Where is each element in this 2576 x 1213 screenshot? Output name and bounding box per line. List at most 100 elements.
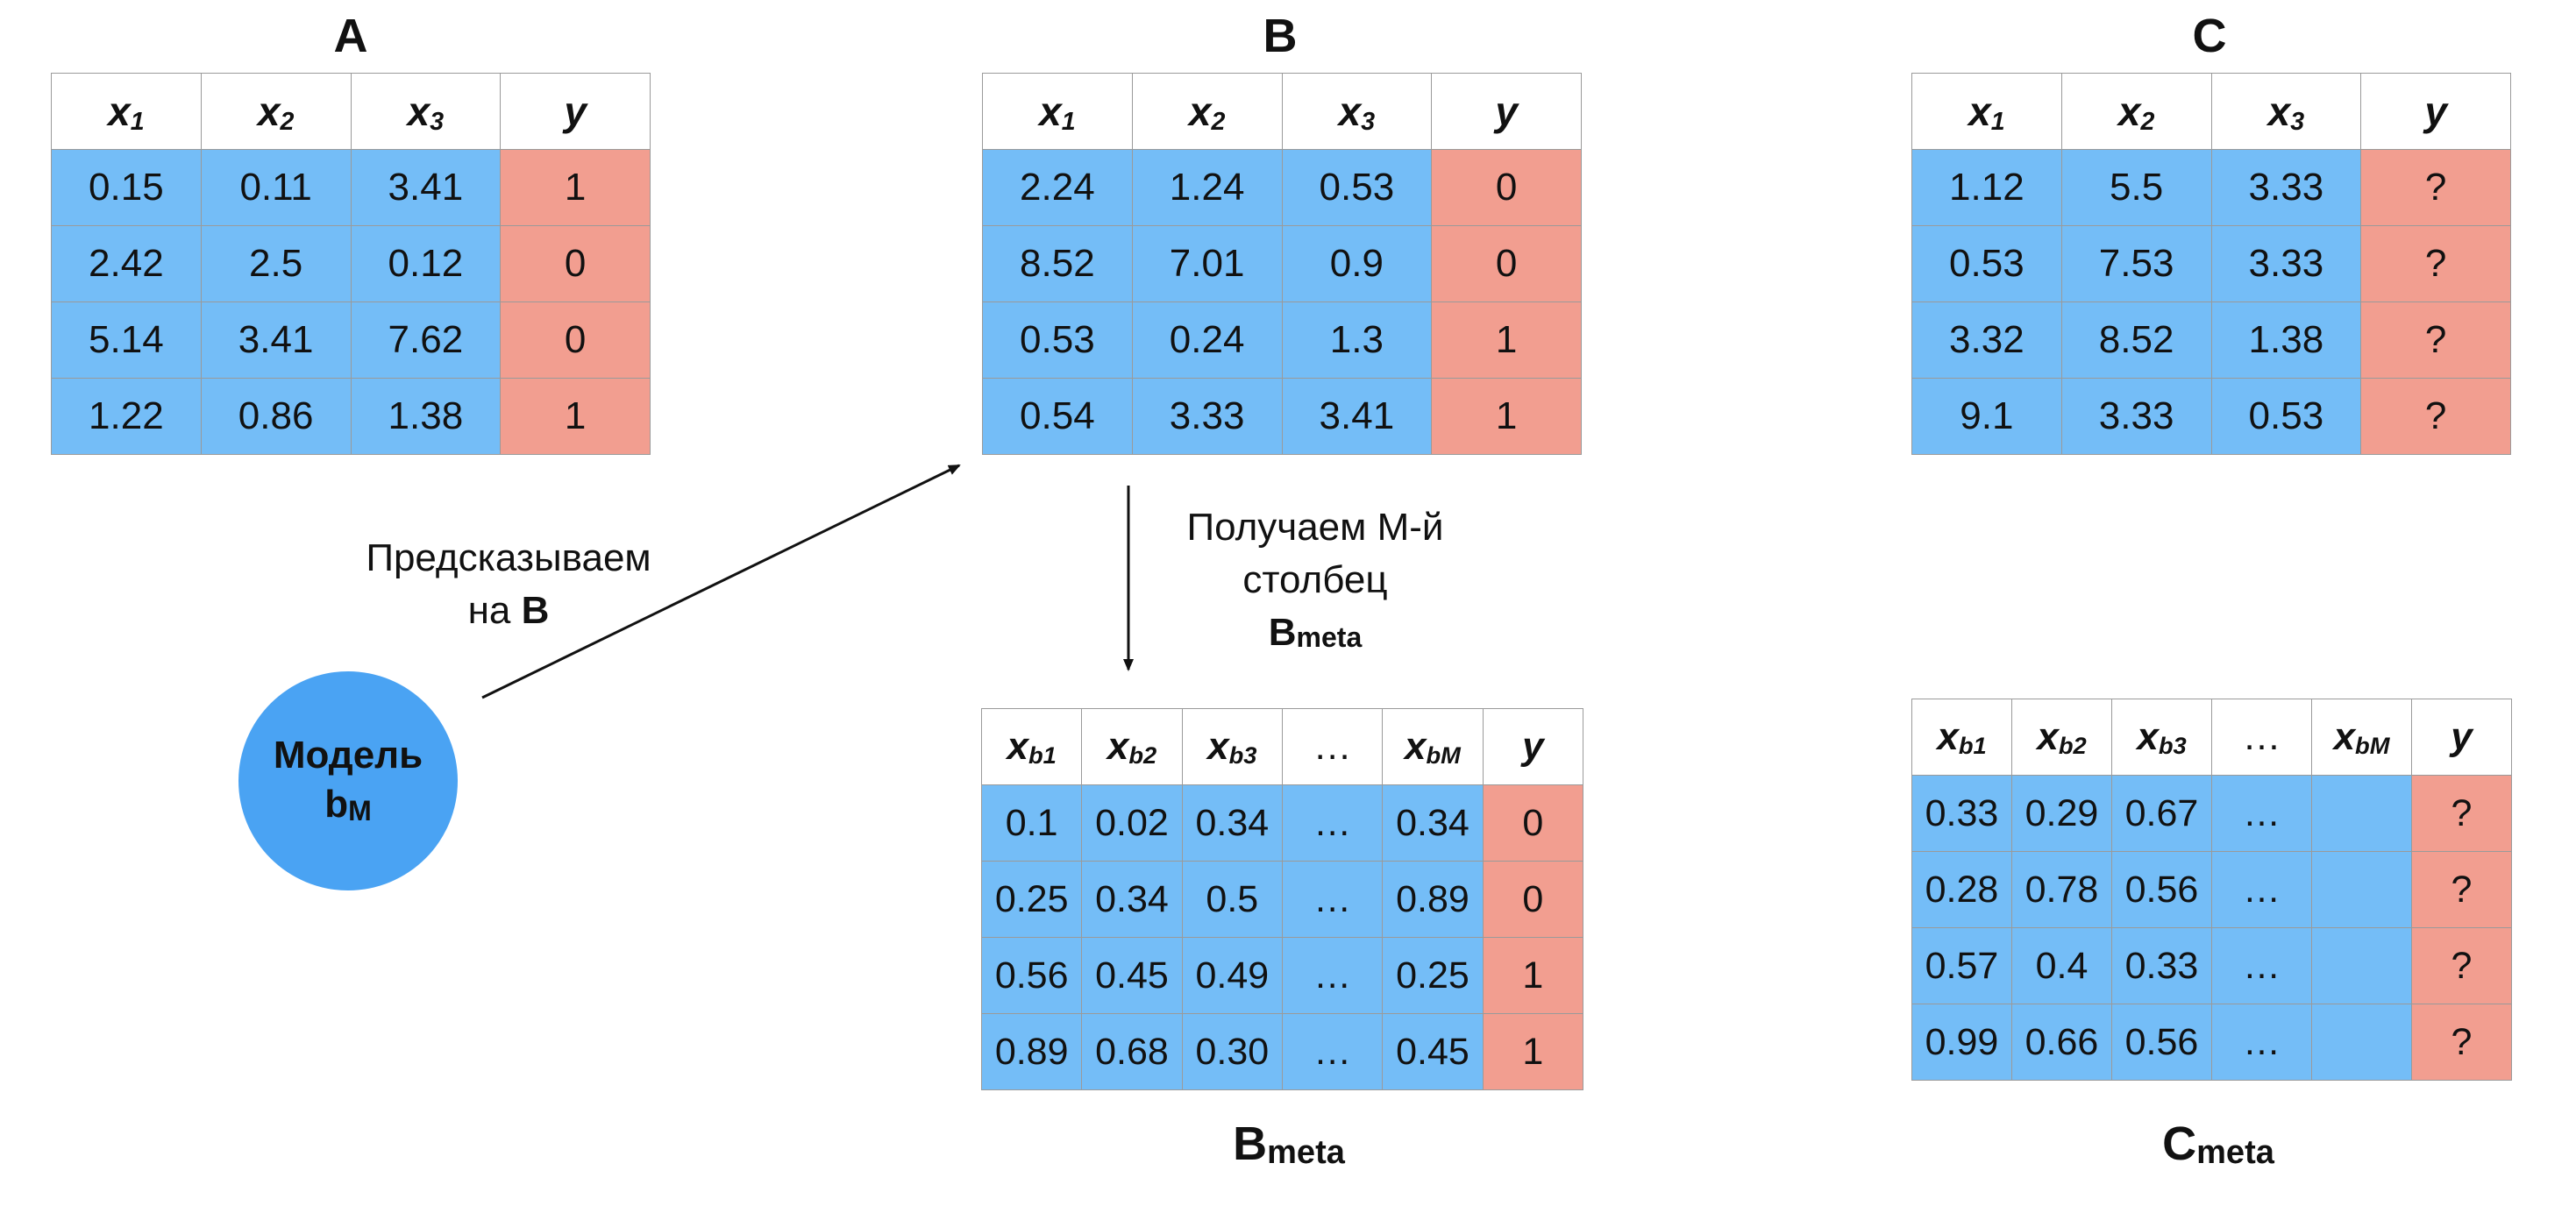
get-line3: Bmeta	[1268, 611, 1363, 654]
feature-cell: 3.41	[200, 301, 352, 379]
table-row: 8.52 7.01 0.9 0	[982, 225, 1582, 302]
table-row: 0.99 0.66 0.56…?	[1911, 1004, 2512, 1081]
feature-cell	[2311, 927, 2412, 1004]
column-header: y	[500, 73, 651, 150]
table-a: x1 x2 x3 y 0.15 0.11 3.41 1 2.42 2.5 0.12 0 5.14 3.41…	[51, 73, 651, 455]
feature-cell: 1.12	[1911, 149, 2062, 226]
feature-cell: …	[1281, 861, 1384, 938]
feature-cell: 7.53	[2060, 225, 2212, 302]
feature-cell: 0.24	[1131, 301, 1283, 379]
table-row: 2.24 1.24 0.53 0	[982, 149, 1582, 226]
feature-cell: 7.62	[350, 301, 502, 379]
feature-cell: 1.22	[51, 378, 202, 455]
table-b-meta: xb1 xb2 xb3… xbM y 0.1 0.02 0.34… 0.34 0 0.25 0.34 0…	[980, 708, 1583, 1090]
column-header: xbM	[2311, 699, 2412, 776]
table-c-meta: xb1 xb2 xb3… xbM y 0.33 0.29 0.67…? 0.28 0.78 0.56…	[1911, 699, 2512, 1081]
target-cell: 0	[1431, 225, 1582, 302]
target-cell: ?	[2411, 927, 2512, 1004]
table-row: 5.14 3.41 7.62 0	[51, 301, 651, 379]
feature-cell: 0.02	[1081, 784, 1183, 862]
table-row: 0.1 0.02 0.34… 0.34 0	[980, 784, 1583, 862]
target-cell: 0	[1482, 861, 1583, 938]
feature-cell: 0.86	[200, 378, 352, 455]
feature-cell: 0.53	[1281, 149, 1433, 226]
feature-cell: 0.34	[1081, 861, 1183, 938]
b-meta-caption: Bmeta	[1233, 1117, 1345, 1171]
column-header: x3	[350, 73, 502, 150]
title-a: A	[333, 10, 368, 62]
table-row: 3.32 8.52 1.38?	[1911, 301, 2511, 379]
feature-cell: …	[2211, 775, 2312, 852]
get-line2: столбец	[1242, 558, 1388, 601]
column-header: y	[1431, 73, 1582, 150]
target-cell: 1	[500, 149, 651, 226]
target-cell: ?	[2360, 378, 2511, 455]
column-header: xb1	[1911, 699, 2012, 776]
predict-arrow	[481, 464, 961, 699]
target-cell: 0	[1482, 784, 1583, 862]
feature-cell: 0.1	[980, 784, 1083, 862]
target-cell: 0	[1431, 149, 1582, 226]
model-line1: Модель	[273, 733, 423, 777]
feature-cell: 0.12	[350, 225, 502, 302]
table-row: 0.53 0.24 1.3 1	[982, 301, 1582, 379]
feature-cell: 0.15	[51, 149, 202, 226]
feature-cell	[2311, 1004, 2412, 1081]
feature-cell: 3.41	[350, 149, 502, 226]
target-cell: ?	[2360, 225, 2511, 302]
predict-line1: Предсказываем	[366, 536, 651, 579]
feature-cell: 0.45	[1081, 937, 1183, 1014]
feature-cell: 0.78	[2011, 851, 2112, 928]
feature-cell: 0.68	[1081, 1013, 1183, 1090]
table-row: 0.28 0.78 0.56…?	[1911, 851, 2512, 928]
column-header: y	[1482, 708, 1583, 785]
target-cell: 1	[1431, 378, 1582, 455]
feature-cell: 0.53	[982, 301, 1133, 379]
feature-cell: 0.28	[1911, 851, 2012, 928]
feature-cell	[2311, 851, 2412, 928]
feature-cell: 0.53	[2210, 378, 2362, 455]
feature-cell: 1.38	[350, 378, 502, 455]
column-header: xb2	[1081, 708, 1183, 785]
feature-cell: 0.56	[980, 937, 1083, 1014]
feature-cell: 2.5	[200, 225, 352, 302]
column-header: x3	[1281, 73, 1433, 150]
get-column-caption: Получаем M-й столбец Bmeta	[1140, 501, 1491, 662]
feature-cell: …	[1281, 937, 1384, 1014]
get-line1: Получаем M-й	[1186, 506, 1444, 549]
title-c: C	[2192, 10, 2227, 62]
feature-cell: 0.89	[1382, 861, 1484, 938]
feature-cell: 5.5	[2060, 149, 2212, 226]
table-row: 0.25 0.34 0.5… 0.89 0	[980, 861, 1583, 938]
feature-cell: 0.29	[2011, 775, 2112, 852]
feature-cell: …	[2211, 927, 2312, 1004]
model-line2: bM	[324, 782, 372, 826]
table-b: x1 x2 x3 y 2.24 1.24 0.53 0 8.52 7.01 0.9 0 0.53 0.24…	[982, 73, 1582, 455]
feature-cell: 3.33	[2210, 149, 2362, 226]
target-cell: ?	[2360, 301, 2511, 379]
column-header: xb2	[2011, 699, 2112, 776]
feature-cell: 0.99	[1911, 1004, 2012, 1081]
target-cell: ?	[2411, 775, 2512, 852]
column-header: …	[2211, 699, 2312, 776]
header-row: x1 x2 x3 y	[51, 73, 651, 150]
feature-cell: 0.53	[1911, 225, 2062, 302]
feature-cell: 1.3	[1281, 301, 1433, 379]
table-row: 0.33 0.29 0.67…?	[1911, 775, 2512, 852]
table-row: 0.56 0.45 0.49… 0.25 1	[980, 937, 1583, 1014]
column-header: x1	[1911, 73, 2062, 150]
target-cell: ?	[2411, 851, 2512, 928]
feature-cell: 0.54	[982, 378, 1133, 455]
feature-cell: 0.34	[1382, 784, 1484, 862]
feature-cell: 0.56	[2111, 851, 2212, 928]
title-b: B	[1263, 10, 1298, 62]
table-c: x1 x2 x3 y 1.12 5.5 3.33? 0.53 7.53 3.33? 3.32 8.52…	[1911, 73, 2511, 455]
feature-cell: 0.25	[1382, 937, 1484, 1014]
header-row: xb1 xb2 xb3… xbM y	[1911, 699, 2512, 776]
feature-cell: 0.34	[1181, 784, 1283, 862]
column-header: xb3	[2111, 699, 2212, 776]
column-header: xb1	[980, 708, 1083, 785]
target-cell: 1	[1482, 1013, 1583, 1090]
feature-cell: 0.9	[1281, 225, 1433, 302]
